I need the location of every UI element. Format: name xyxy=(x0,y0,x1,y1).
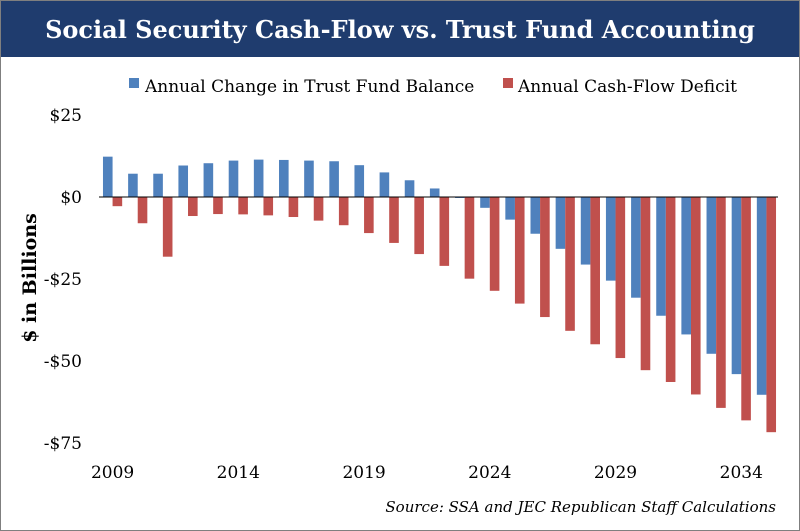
x-tick-label: 2014 xyxy=(217,463,260,483)
bar-cash-flow-deficit xyxy=(364,197,374,234)
y-tick-label: $0 xyxy=(60,188,82,208)
bar-cash-flow-deficit xyxy=(665,197,676,382)
bar-trust-fund-change xyxy=(128,173,138,197)
bar-cash-flow-deficit xyxy=(514,197,525,304)
x-tick-label: 2024 xyxy=(468,463,511,483)
bar-trust-fund-change xyxy=(279,159,289,197)
bar-trust-fund-change xyxy=(656,197,666,316)
bars xyxy=(102,156,777,433)
bar-trust-fund-change xyxy=(605,197,616,281)
bar-cash-flow-deficit xyxy=(389,197,399,243)
bar-cash-flow-deficit xyxy=(439,197,450,266)
x-tick-label: 2019 xyxy=(342,463,385,483)
bar-trust-fund-change xyxy=(429,188,440,197)
bar-cash-flow-deficit xyxy=(716,197,726,408)
bar-cash-flow-deficit xyxy=(640,197,651,371)
bar-cash-flow-deficit xyxy=(112,197,123,207)
bar-cash-flow-deficit xyxy=(288,197,299,218)
bar-trust-fund-change xyxy=(731,197,742,375)
bar-trust-fund-change xyxy=(253,159,264,197)
bar-cash-flow-deficit xyxy=(162,197,173,257)
bar-trust-fund-change xyxy=(404,180,415,197)
y-tick-label: -$75 xyxy=(44,434,82,454)
legend-swatch-cash xyxy=(503,78,513,88)
bar-trust-fund-change xyxy=(706,197,717,354)
bar-trust-fund-change xyxy=(178,165,189,197)
bar-trust-fund-change xyxy=(580,197,591,265)
bar-trust-fund-change xyxy=(681,197,691,335)
bar-trust-fund-change xyxy=(102,156,113,197)
bar-trust-fund-change xyxy=(631,197,641,298)
bar-cash-flow-deficit xyxy=(565,197,575,331)
bar-trust-fund-change xyxy=(505,197,515,220)
legend-swatch-trust xyxy=(129,78,139,88)
bar-trust-fund-change xyxy=(329,161,339,197)
x-tick-label: 2029 xyxy=(594,463,637,483)
bar-trust-fund-change xyxy=(354,165,365,197)
bar-trust-fund-change xyxy=(555,197,566,249)
bar-cash-flow-deficit xyxy=(238,197,248,215)
source-note: Source: SSA and JEC Republican Staff Cal… xyxy=(385,498,776,516)
bar-trust-fund-change xyxy=(756,197,767,395)
bar-trust-fund-change xyxy=(203,163,214,197)
chart-title: Social Security Cash-Flow vs. Trust Fund… xyxy=(45,14,755,44)
bar-cash-flow-deficit xyxy=(690,197,701,395)
bar-cash-flow-deficit xyxy=(213,197,223,215)
bar-trust-fund-change xyxy=(379,172,390,197)
legend: Annual Change in Trust Fund Balance Annu… xyxy=(129,77,737,97)
x-tick-label: 2009 xyxy=(91,463,134,483)
bar-cash-flow-deficit xyxy=(464,197,475,279)
bar-cash-flow-deficit xyxy=(540,197,550,318)
y-tick-label: $25 xyxy=(50,106,82,126)
y-tick-label: -$50 xyxy=(44,352,82,372)
bar-trust-fund-change xyxy=(480,197,490,208)
bar-cash-flow-deficit xyxy=(766,197,777,433)
bar-cash-flow-deficit xyxy=(615,197,626,359)
bar-cash-flow-deficit xyxy=(741,197,751,421)
bar-cash-flow-deficit xyxy=(313,197,324,221)
y-tick-label: -$25 xyxy=(44,270,82,290)
bar-trust-fund-change xyxy=(153,173,163,197)
bar-cash-flow-deficit xyxy=(137,197,148,224)
x-tick-label: 2034 xyxy=(720,463,763,483)
title-bar: Social Security Cash-Flow vs. Trust Fund… xyxy=(1,1,799,57)
bar-trust-fund-change xyxy=(228,160,239,197)
bar-cash-flow-deficit xyxy=(414,197,424,255)
y-axis-label: $ in Billions xyxy=(19,213,41,343)
bar-cash-flow-deficit xyxy=(263,197,274,216)
y-axis-ticks: $25 $0 -$25 -$50 -$75 xyxy=(44,106,82,454)
bar-trust-fund-change xyxy=(304,160,314,197)
legend-label-trust: Annual Change in Trust Fund Balance xyxy=(144,77,474,97)
x-axis-ticks: 2009 2014 2019 2024 2029 2034 xyxy=(91,463,763,483)
bar-cash-flow-deficit xyxy=(188,197,198,217)
bar-cash-flow-deficit xyxy=(590,197,600,345)
bar-cash-flow-deficit xyxy=(489,197,500,291)
bar-trust-fund-change xyxy=(530,197,541,234)
bar-cash-flow-deficit xyxy=(338,197,349,226)
legend-label-cash: Annual Cash-Flow Deficit xyxy=(517,77,737,97)
